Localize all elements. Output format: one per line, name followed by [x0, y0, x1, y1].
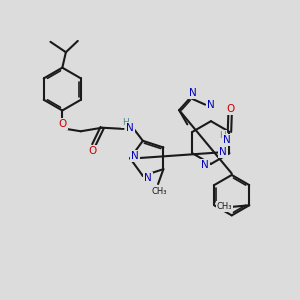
Text: N: N: [207, 100, 215, 110]
Text: CH₃: CH₃: [151, 187, 167, 196]
Text: H: H: [219, 131, 226, 140]
Text: H: H: [122, 118, 129, 127]
Text: N: N: [219, 147, 227, 157]
Text: N: N: [189, 88, 197, 98]
Text: CH₃: CH₃: [217, 202, 232, 211]
Text: N: N: [144, 173, 152, 183]
Text: O: O: [88, 146, 97, 157]
Text: N: N: [126, 123, 134, 133]
Text: O: O: [58, 119, 66, 129]
Text: N: N: [223, 135, 231, 145]
Text: N: N: [201, 160, 209, 170]
Text: N: N: [131, 151, 139, 161]
Text: O: O: [226, 104, 235, 114]
